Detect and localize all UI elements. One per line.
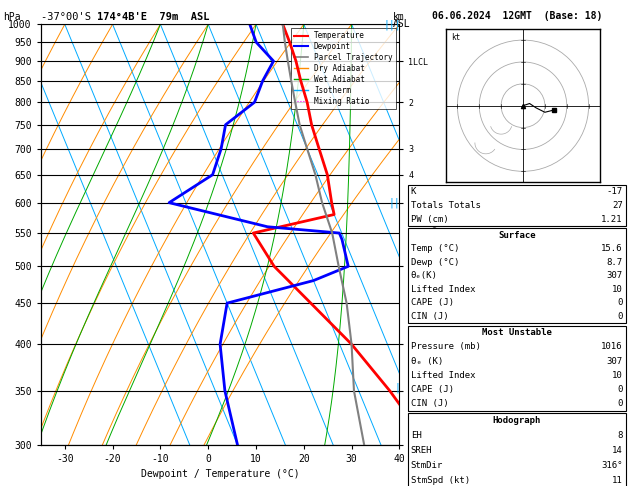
Text: 0: 0 <box>617 298 623 307</box>
Text: |||: ||| <box>383 19 401 30</box>
Text: Surface: Surface <box>498 231 535 240</box>
Text: StmSpd (kt): StmSpd (kt) <box>411 476 470 486</box>
Text: 307: 307 <box>606 271 623 280</box>
Text: Totals Totals: Totals Totals <box>411 201 481 210</box>
Text: CAPE (J): CAPE (J) <box>411 298 454 307</box>
Text: kt: kt <box>451 33 460 42</box>
Text: ASL: ASL <box>393 19 411 30</box>
Text: Dewp (°C): Dewp (°C) <box>411 258 459 267</box>
Text: © weatheronline.co.uk: © weatheronline.co.uk <box>468 472 565 481</box>
Text: -37°00'S: -37°00'S <box>41 12 103 22</box>
Text: Most Unstable: Most Unstable <box>482 328 552 337</box>
Legend: Temperature, Dewpoint, Parcel Trajectory, Dry Adiabat, Wet Adiabat, Isotherm, Mi: Temperature, Dewpoint, Parcel Trajectory… <box>291 28 396 109</box>
Text: K: K <box>411 187 416 196</box>
Text: Lifted Index: Lifted Index <box>411 285 476 294</box>
Text: θₑ (K): θₑ (K) <box>411 357 443 365</box>
Text: -17: -17 <box>606 187 623 196</box>
Text: 8: 8 <box>617 431 623 440</box>
Text: Hodograph: Hodograph <box>493 416 541 425</box>
Text: 10: 10 <box>612 285 623 294</box>
Text: Pressure (mb): Pressure (mb) <box>411 342 481 351</box>
Text: θₑ(K): θₑ(K) <box>411 271 438 280</box>
Text: EH: EH <box>411 431 421 440</box>
Text: ||: || <box>389 197 401 208</box>
Text: 1.21: 1.21 <box>601 215 623 224</box>
Text: 316°: 316° <box>601 461 623 470</box>
Text: 14: 14 <box>612 446 623 455</box>
Y-axis label: Mixing Ratio (g/kg): Mixing Ratio (g/kg) <box>431 195 440 274</box>
X-axis label: Dewpoint / Temperature (°C): Dewpoint / Temperature (°C) <box>141 469 299 479</box>
Text: CIN (J): CIN (J) <box>411 399 448 408</box>
Text: CAPE (J): CAPE (J) <box>411 385 454 394</box>
Text: 307: 307 <box>606 357 623 365</box>
Text: 15.6: 15.6 <box>601 244 623 253</box>
Text: 11: 11 <box>612 476 623 486</box>
Text: hPa: hPa <box>3 12 21 22</box>
Text: StmDir: StmDir <box>411 461 443 470</box>
Text: CIN (J): CIN (J) <box>411 312 448 321</box>
Text: Temp (°C): Temp (°C) <box>411 244 459 253</box>
Text: 0: 0 <box>617 312 623 321</box>
Text: 10: 10 <box>612 371 623 380</box>
Text: SREH: SREH <box>411 446 432 455</box>
Text: 06.06.2024  12GMT  (Base: 18): 06.06.2024 12GMT (Base: 18) <box>431 11 602 21</box>
Text: 27: 27 <box>612 201 623 210</box>
Text: 174°4B'E  79m  ASL: 174°4B'E 79m ASL <box>97 12 210 22</box>
Text: 8.7: 8.7 <box>606 258 623 267</box>
Text: 0: 0 <box>617 385 623 394</box>
Text: km: km <box>393 12 405 22</box>
Text: PW (cm): PW (cm) <box>411 215 448 224</box>
Text: Lifted Index: Lifted Index <box>411 371 476 380</box>
Text: 0: 0 <box>617 399 623 408</box>
Text: |: | <box>395 382 401 393</box>
Text: 1016: 1016 <box>601 342 623 351</box>
